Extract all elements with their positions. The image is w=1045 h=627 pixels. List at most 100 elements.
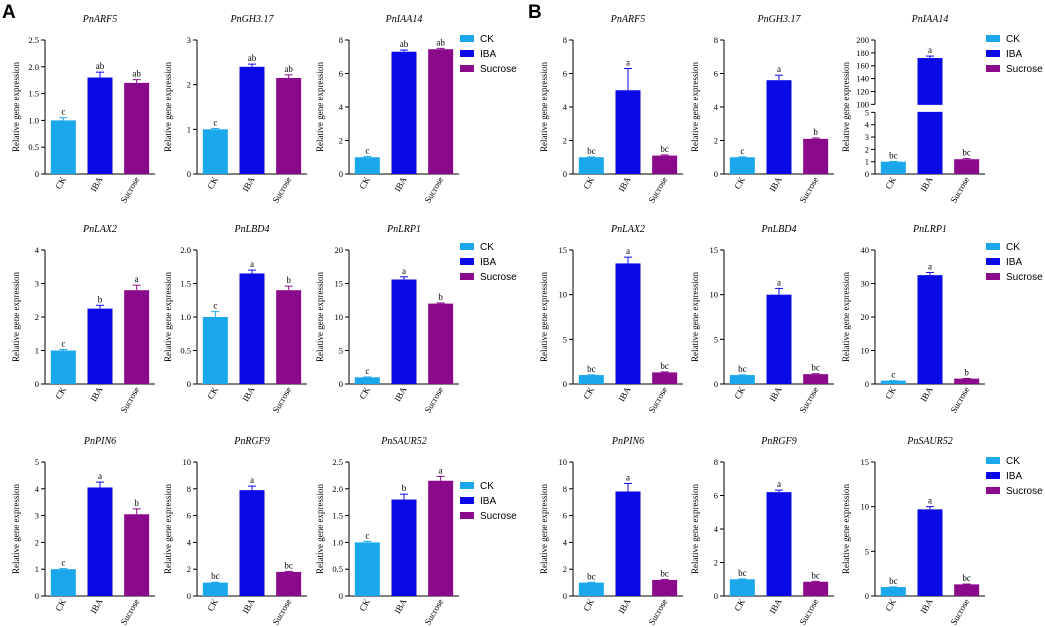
- bar-iba: [766, 492, 792, 596]
- y-tick-label: 4: [35, 484, 40, 494]
- chart-b-pnsaur52: PnSAUR52 0 5 10 15 Relative gene expression bc…: [841, 436, 985, 627]
- x-tick-label: CK: [205, 175, 220, 191]
- y-tick-label: 20: [335, 245, 344, 255]
- chart-a-pniaa14: PnIAA14 0 2 4 6 8 Relative gene expression c CK a…: [315, 14, 459, 205]
- significance-letter: a: [928, 496, 932, 506]
- y-tick-label: 0: [339, 379, 343, 389]
- chart-b-pnlax2: PnLAX2 0 5 10 15 Relative gene expression bc CK…: [539, 224, 683, 415]
- y-tick-label: 2: [339, 136, 343, 146]
- significance-letter: a: [626, 472, 630, 482]
- bar-sucrose: [954, 159, 980, 174]
- bar-iba: [87, 487, 113, 596]
- y-tick-label: 0: [865, 169, 869, 179]
- legend-label-ck: CK: [1006, 242, 1020, 253]
- y-axis-label: Relative gene expression: [11, 272, 21, 362]
- x-tick-label: Sucrose: [646, 597, 669, 627]
- chart-b-pngh3-17: PnGH3.17 0 2 4 6 8 Relative gene expression c CK…: [690, 14, 834, 205]
- legend-swatch-sucrose: [460, 65, 474, 72]
- chart-title: PnLAX2: [610, 224, 645, 235]
- significance-letter: a: [626, 57, 630, 67]
- y-tick-label: 2: [35, 537, 39, 547]
- bar-sucrose: [276, 571, 302, 596]
- y-tick-label: 3: [35, 511, 39, 521]
- y-tick-label: 0: [339, 591, 343, 601]
- x-tick-label: Sucrose: [797, 597, 820, 627]
- chart-a-pnrgf9: PnRGF9 0 2 4 6 8 10 Relative gene expression bc C…: [163, 436, 307, 627]
- y-tick-label: 2: [714, 558, 718, 568]
- significance-letter: b: [438, 292, 443, 302]
- chart-title: PnSAUR52: [906, 436, 953, 447]
- y-tick-label: 4: [865, 120, 870, 130]
- y-axis-label: Relative gene expression: [539, 484, 549, 574]
- x-tick-label: IBA: [240, 597, 257, 616]
- y-axis-label: Relative gene expression: [539, 272, 549, 362]
- bar-iba: [87, 308, 113, 384]
- chart-b-pnlrp1: PnLRP1 0 10 20 30 40 Relative gene expression c…: [841, 224, 985, 415]
- chart-a-pnlrp1: PnLRP1 0 5 10 15 20 Relative gene expression cC…: [315, 224, 459, 415]
- chart-title: PnARF5: [610, 14, 645, 25]
- x-tick-label: CK: [581, 597, 596, 613]
- x-tick-label: CK: [883, 385, 898, 401]
- legend-label-sucrose: Sucrose: [1006, 486, 1043, 497]
- legend-a-row2: CK IBA Sucrose: [460, 242, 517, 283]
- legend-b-row1: CK IBA Sucrose: [986, 34, 1043, 75]
- y-tick-label: 6: [563, 511, 567, 521]
- y-tick-label: 0: [865, 591, 869, 601]
- y-tick-label: 5: [865, 546, 869, 556]
- y-tick-label: 8: [714, 35, 718, 45]
- y-tick-label: 5: [339, 346, 343, 356]
- y-tick-label: 40: [861, 245, 870, 255]
- legend-label-ck: CK: [480, 34, 494, 45]
- significance-letter: ab: [248, 53, 257, 63]
- bar-sucrose: [954, 584, 980, 596]
- legend-b-row2: CK IBA Sucrose: [986, 242, 1043, 283]
- significance-letter: a: [777, 277, 781, 287]
- chart-title: PnPIN6: [83, 436, 116, 447]
- significance-letter: c: [61, 558, 65, 568]
- legend-swatch-sucrose: [460, 273, 474, 280]
- y-tick-label: 5: [714, 334, 718, 344]
- significance-letter: a: [928, 45, 932, 55]
- y-tick-label: 0: [339, 169, 343, 179]
- x-tick-label: Sucrose: [422, 175, 445, 205]
- y-tick-label: 2: [187, 80, 191, 90]
- y-tick-label: 6: [563, 69, 567, 79]
- x-tick-label: IBA: [767, 597, 784, 616]
- y-tick-label: 10: [559, 290, 568, 300]
- y-tick-label: 10: [861, 502, 870, 512]
- y-tick-label: 4: [714, 524, 719, 534]
- x-tick-label: IBA: [918, 385, 935, 404]
- significance-letter: bc: [211, 571, 220, 581]
- y-tick-label: 0: [563, 169, 567, 179]
- y-tick-label: 0: [563, 591, 567, 601]
- x-tick-label: IBA: [767, 385, 784, 404]
- legend-swatch-ck: [460, 482, 474, 489]
- y-tick-label: 120: [856, 86, 869, 96]
- legend-label-iba: IBA: [480, 49, 496, 60]
- bar-ck: [880, 161, 906, 174]
- y-tick-label: 160: [856, 61, 869, 71]
- legend-a-row1: CK IBA Sucrose: [460, 34, 517, 75]
- significance-letter: bc: [962, 148, 971, 158]
- x-tick-label: IBA: [616, 175, 633, 194]
- chart-title: PnSAUR52: [380, 436, 427, 447]
- y-axis-label: Relative gene expression: [841, 484, 851, 574]
- chart-a-pnpin6: PnPIN6 0 1 2 3 4 5 Relative gene expression c CK a…: [11, 436, 155, 627]
- legend-swatch-sucrose: [986, 487, 1000, 494]
- y-tick-label: 5: [865, 107, 869, 117]
- bar-ck: [354, 542, 380, 596]
- y-tick-label: 6: [187, 511, 191, 521]
- bar-sucrose: [428, 480, 454, 596]
- bar-ck: [880, 380, 906, 384]
- y-tick-label: 180: [856, 48, 869, 58]
- significance-letter: bc: [660, 144, 669, 154]
- significance-letter: ab: [284, 64, 293, 74]
- x-tick-label: IBA: [767, 175, 784, 194]
- bar-ck: [354, 157, 380, 174]
- significance-letter: b: [98, 294, 103, 304]
- legend-label-iba: IBA: [1006, 257, 1022, 268]
- legend-a-row3: CK IBA Sucrose: [460, 481, 517, 522]
- bar-ck: [202, 317, 228, 384]
- y-tick-label: 0.5: [180, 346, 191, 356]
